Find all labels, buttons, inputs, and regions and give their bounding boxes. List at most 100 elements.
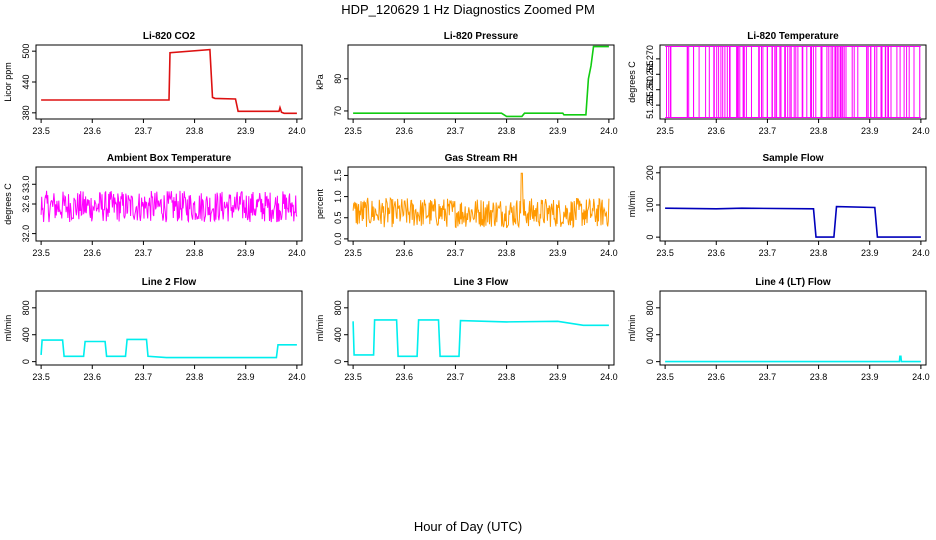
x-tick-label-line4: 24.0 [912,372,930,382]
x-tick-label-line3: 23.9 [549,372,567,382]
y-tick-label-temperature: 51.265 [645,61,655,89]
panels: Li-820 CO2 23.5 23.6 23.7 23.8 23.9 24.0 380 440… [3,31,930,382]
panel-line4: Line 4 (LT) Flow 23.5 23.6 23.7 23.8 23.9 24.0… [627,277,930,382]
x-tick-label-rh: 23.8 [498,248,516,258]
series-line-ambient [40,190,298,224]
x-tick-label-sample: 23.8 [810,248,828,258]
y-tick-label-ambient: 32.0 [21,225,31,243]
x-tick-label-line4: 23.9 [861,372,879,382]
plot-frame-line3 [347,290,615,366]
x-tick-label-pressure: 23.8 [498,126,516,136]
y-tick-label-temperature: 51.260 [645,76,655,104]
panel-title-pressure: Li-820 Pressure [444,31,519,42]
panel-title-co2: Li-820 CO2 [143,31,196,42]
series-line-line4 [665,355,921,363]
series-ambient [40,190,298,224]
x-tick-label-rh: 23.6 [396,248,414,258]
x-tick-label-temperature: 23.8 [810,126,828,136]
x-tick-label-pressure: 23.9 [549,126,567,136]
x-tick-label-temperature: 23.7 [759,126,777,136]
y-tick-label-sample: 100 [645,197,655,212]
y-tick-label-pressure: 70 [333,106,343,116]
y-tick-label-line4: 400 [645,327,655,342]
series-line-pressure [353,45,609,118]
x-tick-label-line4: 23.6 [708,372,726,382]
y-tick-label-line4: 0 [645,359,655,364]
y-tick-label-line3: 400 [333,327,343,342]
y-axis-label-ambient: degrees C [3,183,13,225]
x-tick-label-line4: 23.5 [656,372,674,382]
y-tick-label-sample: 200 [645,165,655,180]
y-axis-label-line4: ml/min [627,315,637,342]
y-tick-label-line3: 800 [333,300,343,315]
y-tick-label-line2: 400 [21,327,31,342]
y-tick-label-co2: 440 [21,74,31,89]
x-tick-label-line2: 23.7 [135,372,153,382]
series-sample [665,205,921,238]
x-tick-label-rh: 24.0 [600,248,618,258]
x-tick-label-sample: 23.7 [759,248,777,258]
y-tick-label-ambient: 33.0 [21,176,31,194]
series-pressure [353,45,609,118]
x-tick-label-sample: 23.9 [861,248,879,258]
series-line-sample [665,205,921,238]
series-co2 [41,48,297,115]
x-tick-label-co2: 23.7 [135,126,153,136]
x-tick-label-rh: 23.9 [549,248,567,258]
series-line3 [352,319,609,358]
x-tick-label-temperature: 23.5 [656,126,674,136]
plot-frame-line2 [35,290,303,366]
y-axis-label-temperature: degrees C [627,61,637,103]
x-tick-label-line3: 23.8 [498,372,516,382]
x-tick-label-pressure: 23.7 [447,126,465,136]
y-tick-label-line3: 0 [333,359,343,364]
x-tick-label-line3: 23.7 [447,372,465,382]
x-tick-label-line2: 23.9 [237,372,255,382]
panel-title-line3: Line 3 Flow [454,277,509,288]
x-tick-label-line2: 24.0 [288,372,306,382]
x-tick-label-ambient: 23.5 [32,248,50,258]
y-tick-label-temperature: 51.255 [645,91,655,119]
plot-frame-sample [659,166,927,242]
x-tick-label-line4: 23.7 [759,372,777,382]
plot-frame-rh [347,166,615,242]
x-tick-label-temperature: 23.9 [861,126,879,136]
series-rh [352,172,610,229]
y-tick-label-line2: 0 [21,359,31,364]
panel-pressure: Li-820 Pressure 23.5 23.6 23.7 23.8 23.9 24.0 7… [315,31,618,136]
x-tick-label-pressure: 23.5 [344,126,362,136]
y-axis-label-sample: ml/min [627,191,637,218]
x-tick-label-pressure: 23.6 [396,126,414,136]
y-tick-label-rh: 0.0 [333,233,343,246]
panel-line3: Line 3 Flow 23.5 23.6 23.7 23.8 23.9 24.0 0 400 8… [315,277,618,382]
x-tick-label-sample: 24.0 [912,248,930,258]
x-tick-label-sample: 23.6 [708,248,726,258]
x-tick-label-co2: 23.9 [237,126,255,136]
y-tick-label-rh: 1.5 [333,169,343,182]
series-line-line3 [352,319,609,358]
x-tick-label-ambient: 23.9 [237,248,255,258]
series-line-co2 [41,48,297,115]
series-line-temperature [666,46,921,118]
x-tick-label-co2: 24.0 [288,126,306,136]
x-tick-label-co2: 23.5 [32,126,50,136]
plot-frame-pressure [347,44,615,120]
plot-frame-temperature [659,44,927,120]
x-tick-label-temperature: 24.0 [912,126,930,136]
x-tick-label-line2: 23.8 [186,372,204,382]
x-tick-label-ambient: 23.7 [135,248,153,258]
plot-frame-line4 [659,290,927,366]
panel-title-line2: Line 2 Flow [142,277,197,288]
y-tick-label-ambient: 32.6 [21,195,31,213]
figure-xlabel: Hour of Day (UTC) [414,519,522,534]
x-tick-label-temperature: 23.6 [708,126,726,136]
y-tick-label-pressure: 80 [333,74,343,84]
panel-co2: Li-820 CO2 23.5 23.6 23.7 23.8 23.9 24.0 380 440… [3,31,306,136]
panel-sample: Sample Flow 23.5 23.6 23.7 23.8 23.9 24.0 0 100 2… [627,153,930,258]
y-tick-label-rh: 1.0 [333,190,343,203]
x-tick-label-line3: 24.0 [600,372,618,382]
x-tick-label-line4: 23.8 [810,372,828,382]
y-tick-label-temperature: 51.270 [645,45,655,73]
